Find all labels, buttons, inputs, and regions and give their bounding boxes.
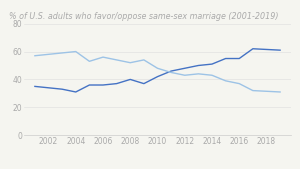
Text: % of U.S. adults who favor/oppose same-sex marriage (2001-2019): % of U.S. adults who favor/oppose same-s… (9, 13, 279, 21)
